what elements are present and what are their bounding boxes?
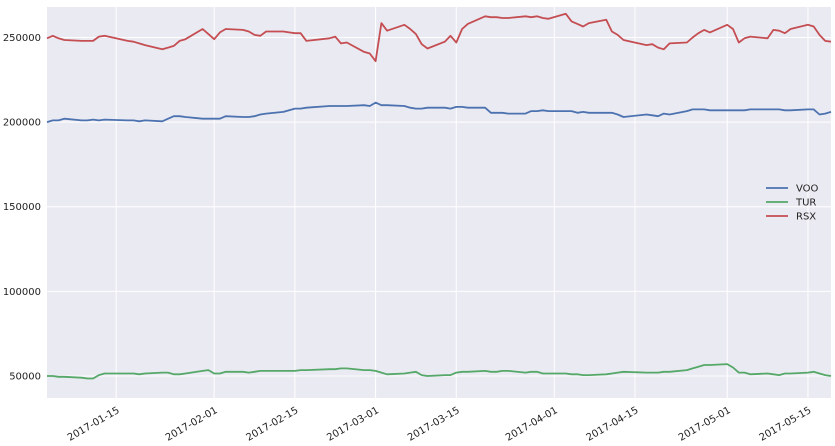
grid-lines — [47, 7, 831, 398]
x-tick-label: 2017-04-01 — [504, 405, 560, 444]
y-tick-label: 150000 — [3, 202, 41, 213]
x-tick-label: 2017-04-15 — [585, 405, 641, 444]
plot-background — [47, 7, 831, 398]
series-line-tur — [47, 363, 832, 380]
series-lines — [46, 12, 832, 380]
y-tick-label: 200000 — [3, 118, 41, 129]
x-tick-label: 2017-01-15 — [66, 405, 122, 444]
series-line-voo — [46, 101, 832, 123]
x-tick-label: 2017-03-01 — [325, 405, 381, 444]
series-line-rsx — [46, 12, 832, 63]
legend-label-tur: TUR — [795, 198, 816, 209]
legend-label-voo: VOO — [796, 184, 819, 195]
y-tick-label: 50000 — [9, 371, 41, 382]
x-tick-label: 2017-05-01 — [677, 405, 733, 444]
x-tick-label: 2017-03-15 — [406, 405, 462, 444]
x-tick-label: 2017-02-15 — [245, 405, 301, 444]
x-tick-label: 2017-02-01 — [164, 405, 220, 444]
y-tick-label: 250000 — [3, 33, 41, 44]
legend: VOO TUR RSX — [766, 184, 819, 223]
x-tick-label: 2017-05-15 — [758, 405, 814, 444]
legend-label-rsx: RSX — [796, 212, 816, 223]
y-tick-label: 100000 — [3, 287, 41, 298]
